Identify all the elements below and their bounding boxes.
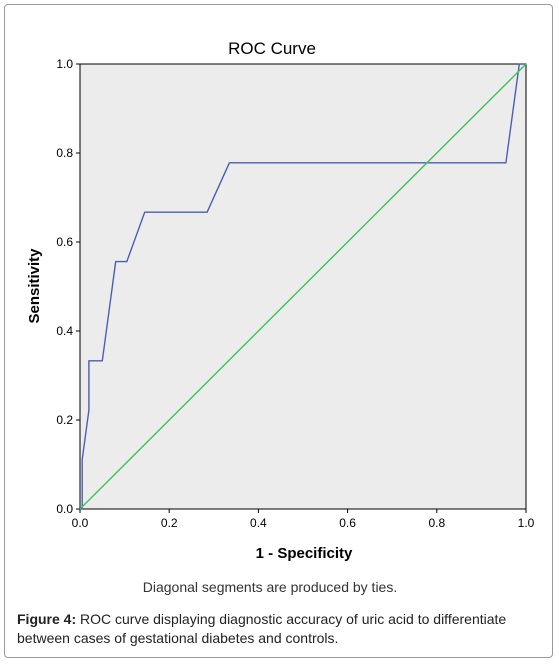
y-tick-label: 0.0	[56, 502, 73, 516]
y-tick-label: 0.2	[56, 413, 73, 427]
x-tick-label: 0.8	[428, 516, 445, 530]
caption-label: Figure 4:	[17, 611, 77, 627]
chart-footnote: Diagonal segments are produced by ties.	[143, 579, 397, 595]
y-axis-label: Sensitivity	[26, 248, 43, 324]
x-tick-label: 0.0	[72, 516, 89, 530]
axis-ticks: 0.0 0.2 0.4 0.6 0.8 1.0 0.0 0.2 0.4 0.6 0.8 1.0	[56, 57, 534, 530]
reference-diagonal-line	[79, 63, 527, 510]
x-tick-label: 0.6	[339, 516, 356, 530]
figure-caption: Figure 4: ROC curve displaying diagnosti…	[17, 610, 553, 648]
y-tick-label: 1.0	[56, 57, 73, 71]
roc-chart: ROC Curve 0.0 0.2 0.4 0.6 0.8 1.0 0.0 0.2 0.4 0.6…	[26, 39, 535, 595]
y-tick-label: 0.6	[56, 235, 73, 249]
x-tick-label: 1.0	[518, 516, 535, 530]
series-lines	[79, 63, 527, 510]
x-tick-label: 0.4	[250, 516, 267, 530]
x-tick-label: 0.2	[161, 516, 178, 530]
roc-curve-line	[80, 63, 526, 510]
y-tick-label: 0.8	[56, 146, 73, 160]
x-axis-label: 1 - Specificity	[256, 545, 353, 562]
y-tick-label: 0.4	[56, 324, 73, 338]
chart-title: ROC Curve	[228, 39, 316, 58]
caption-text: ROC curve displaying diagnostic accuracy…	[17, 611, 507, 646]
